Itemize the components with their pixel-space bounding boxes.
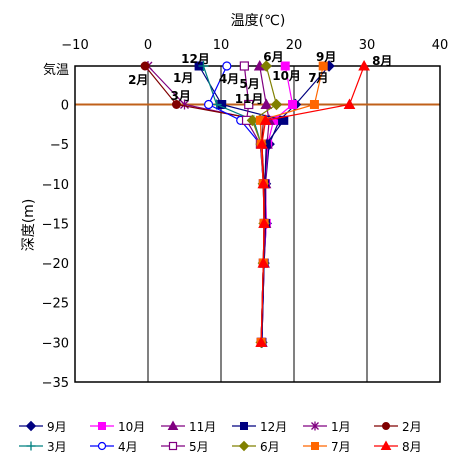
data-point (171, 100, 181, 109)
data-point (288, 100, 298, 109)
legend-label: 8月 (402, 440, 422, 454)
legend-marker (168, 441, 178, 451)
legend: 9月 10月 11月 12月 1月 2月 3月 4月 5月 6月 7月 8月 (19, 420, 422, 454)
legend-marker (382, 422, 390, 430)
legend-marker (380, 440, 392, 450)
y-axis-title: 深度(m) (21, 199, 37, 252)
legend-label: 2月 (402, 420, 422, 434)
legend-item-6月: 6月 (232, 440, 280, 454)
series-line (260, 65, 365, 343)
data-point (198, 61, 209, 71)
annotation-label: 10月 (272, 69, 301, 83)
x-tick-label: 30 (359, 38, 376, 53)
legend-marker (97, 441, 107, 451)
data-point (270, 98, 283, 111)
data-point (239, 61, 249, 71)
legend-label: 12月 (260, 420, 287, 434)
data-point (343, 98, 356, 109)
data-point (222, 61, 232, 71)
legend-item-12月: 12月 (232, 420, 287, 434)
x-tick-label: 0 (144, 38, 152, 53)
legend-label: 6月 (260, 440, 280, 454)
x-tick-labels: −10 0 10 20 30 40 (61, 38, 448, 53)
data-point (140, 61, 150, 71)
data-point (258, 217, 270, 228)
legend-item-7月: 7月 (303, 440, 351, 454)
month-annotations: 12月 6月 9月 8月 2月 1月 4月 5月 10月 7月 3月 11月 (128, 50, 392, 106)
data-point (256, 138, 268, 149)
gridlines (147, 66, 368, 382)
legend-label: 10月 (118, 420, 145, 434)
data-point (309, 100, 319, 109)
data-point (203, 99, 214, 110)
y-tick-label: −5 (50, 138, 69, 153)
x-axis-title: 温度(℃) (231, 13, 286, 29)
x-tick-label: 20 (286, 38, 303, 53)
data-point (260, 98, 273, 109)
y-tick-label: −15 (42, 217, 69, 232)
x-tick-label: 40 (432, 38, 449, 53)
y-tick-label: −25 (42, 297, 69, 312)
y-tick-labels: 気温 0 −5 −10 −15 −20 −25 −30 −35 (42, 62, 69, 391)
legend-label: 5月 (189, 440, 209, 454)
annotation-label: 6月 (263, 50, 283, 64)
series-8月 (255, 59, 370, 347)
legend-marker (238, 440, 250, 452)
data-point (180, 99, 189, 110)
annotation-label: 9月 (316, 50, 336, 64)
y-tick-label: 0 (61, 99, 69, 114)
legend-marker (311, 442, 319, 450)
annotation-label: 1月 (173, 71, 193, 85)
legend-item-8月: 8月 (374, 440, 422, 454)
data-point (358, 59, 370, 71)
data-point (318, 61, 328, 71)
annotation-label: 8月 (372, 54, 392, 68)
legend-label: 11月 (189, 420, 216, 434)
y-tick-label: −30 (42, 336, 69, 351)
legend-marker (311, 421, 319, 431)
legend-item-5月: 5月 (161, 440, 209, 454)
legend-item-2月: 2月 (374, 420, 422, 434)
legend-item-9月: 9月 (19, 420, 67, 434)
legend-item-4月: 4月 (90, 440, 138, 454)
y-tick-label: −20 (42, 257, 69, 272)
data-point (259, 114, 272, 125)
annotation-label: 2月 (128, 73, 148, 87)
series-lines (140, 59, 370, 349)
series-line (198, 65, 285, 343)
data-point (255, 336, 267, 347)
data-point (280, 61, 290, 71)
y-tick-label: −10 (42, 178, 69, 193)
annotation-label: 4月 (219, 72, 239, 86)
legend-label: 7月 (331, 440, 351, 454)
y-tick-label: −35 (42, 376, 69, 391)
data-point (244, 99, 254, 110)
legend-marker (167, 420, 179, 430)
x-tick-label: 10 (213, 38, 230, 53)
annotation-label: 7月 (308, 71, 328, 85)
legend-label: 3月 (47, 440, 67, 454)
y-tick-label-air: 気温 (43, 62, 69, 78)
annotation-label: 3月 (170, 89, 190, 103)
annotation-label: 12月 (181, 52, 210, 66)
annotation-label: 11月 (235, 92, 264, 106)
data-point (246, 114, 259, 127)
legend-label: 1月 (331, 420, 351, 434)
legend-label: 4月 (118, 440, 138, 454)
legend-item-3月: 3月 (19, 440, 67, 454)
legend-item-11月: 11月 (161, 420, 216, 434)
legend-item-10月: 10月 (90, 420, 145, 434)
data-point (257, 257, 270, 268)
legend-label: 9月 (47, 420, 67, 434)
annotation-label: 5月 (239, 77, 259, 91)
data-point (260, 60, 272, 72)
legend-item-1月: 1月 (303, 420, 351, 434)
legend-marker (98, 422, 106, 430)
legend-marker (240, 422, 248, 430)
data-point (257, 177, 270, 189)
legend-marker (26, 441, 36, 451)
legend-marker (25, 420, 37, 432)
x-tick-label: −10 (61, 38, 88, 53)
